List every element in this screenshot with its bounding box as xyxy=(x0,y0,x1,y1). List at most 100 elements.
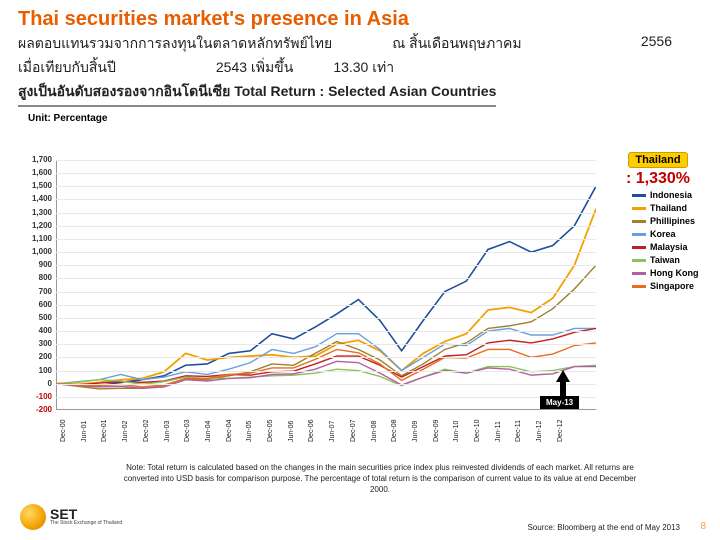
x-tick: Dec-00 xyxy=(60,419,67,442)
gridline xyxy=(56,357,596,358)
thai-subtitle-row1: ผลตอบแทนรวมจากการลงทุนในตลาดหลักทรัพย์ไท… xyxy=(0,31,720,55)
y-tick: 200 xyxy=(20,353,52,361)
thai-r1-a: ผลตอบแทนรวมจากการลงทุนในตลาดหลักทรัพย์ไท… xyxy=(18,33,332,55)
series-korea xyxy=(56,328,596,383)
legend-swatch xyxy=(632,233,646,236)
set-logo-sub: The Stock Exchange of Thailand xyxy=(50,520,122,526)
y-tick: 1,400 xyxy=(20,195,52,203)
legend-label: Phillipines xyxy=(650,216,695,226)
y-tick: 800 xyxy=(20,274,52,282)
gridline xyxy=(56,213,596,214)
legend-label: Indonesia xyxy=(650,190,692,200)
gridline xyxy=(56,160,596,161)
y-tick: 900 xyxy=(20,261,52,269)
x-tick: Jun-01 xyxy=(81,421,88,442)
subtitle-thai: สูงเป็นอันดับสองรองจากอินโดนีเซีย xyxy=(18,83,230,99)
x-tick: Dec-04 xyxy=(226,419,233,442)
unit-label: Unit: Percentage xyxy=(0,107,720,124)
y-tick: 100 xyxy=(20,367,52,375)
gridline xyxy=(56,331,596,332)
source-text: Source: Bloomberg at the end of May 2013 xyxy=(527,523,680,532)
y-tick: 300 xyxy=(20,340,52,348)
x-tick: Jun-09 xyxy=(412,421,419,442)
gridline xyxy=(56,397,596,398)
set-logo: SET The Stock Exchange of Thailand xyxy=(20,504,122,530)
gridline xyxy=(56,344,596,345)
legend-item: Taiwan xyxy=(632,255,702,265)
legend-swatch xyxy=(632,285,646,288)
gridline xyxy=(56,239,596,240)
thai-r2-a: เมื่อเทียบกับสิ้นปี xyxy=(18,57,116,79)
y-tick: 1,600 xyxy=(20,169,52,177)
legend-label: Singapore xyxy=(650,281,694,291)
legend-item: Hong Kong xyxy=(632,268,702,278)
x-tick: Jun-03 xyxy=(164,421,171,442)
x-tick: Jun-06 xyxy=(288,421,295,442)
gridline xyxy=(56,173,596,174)
x-tick: Dec-06 xyxy=(308,419,315,442)
x-tick: Dec-07 xyxy=(350,419,357,442)
gridline xyxy=(56,226,596,227)
x-tick: Dec-11 xyxy=(515,420,522,442)
x-tick: Jun-12 xyxy=(536,421,543,442)
series-layer xyxy=(56,160,596,410)
thai-r2-c: 13.30 เท่า xyxy=(333,57,394,79)
y-tick: 0 xyxy=(20,380,52,388)
gridline xyxy=(56,318,596,319)
legend-label: Malaysia xyxy=(650,242,688,252)
x-tick: Dec-03 xyxy=(184,419,191,442)
gridline xyxy=(56,384,596,385)
x-tick: Jun-07 xyxy=(329,421,336,442)
set-logo-text: SET xyxy=(50,508,122,520)
gridline xyxy=(56,265,596,266)
y-tick: 1,000 xyxy=(20,248,52,256)
x-tick: Dec-05 xyxy=(267,419,274,442)
y-tick: 1,200 xyxy=(20,222,52,230)
gridline xyxy=(56,278,596,279)
legend-item: Indonesia xyxy=(632,190,702,200)
gridline xyxy=(56,199,596,200)
x-tick: Dec-02 xyxy=(143,419,150,442)
legend-item: Singapore xyxy=(632,281,702,291)
set-logo-icon xyxy=(20,504,46,530)
footnote: Note: Total return is calculated based o… xyxy=(120,462,640,495)
legend-label: Korea xyxy=(650,229,676,239)
gridline xyxy=(56,252,596,253)
y-tick: 600 xyxy=(20,301,52,309)
thai-r2-b: 2543 เพิ่มขึ้น xyxy=(216,57,293,79)
legend-swatch xyxy=(632,246,646,249)
x-tick: Dec-09 xyxy=(433,419,440,442)
y-tick: 1,700 xyxy=(20,156,52,164)
x-tick: Jun-02 xyxy=(122,421,129,442)
subtitle-eng: Total Return : Selected Asian Countries xyxy=(234,83,496,99)
y-tick: 1,300 xyxy=(20,209,52,217)
y-tick: -100 xyxy=(20,393,52,401)
x-tick: Jun-10 xyxy=(453,421,460,442)
legend-label: Taiwan xyxy=(650,255,680,265)
x-tick: Dec-12 xyxy=(557,419,564,442)
gridline xyxy=(56,186,596,187)
legend-swatch xyxy=(632,207,646,210)
legend-swatch xyxy=(632,220,646,223)
gridline xyxy=(56,305,596,306)
x-tick: Dec-10 xyxy=(474,419,481,442)
y-tick: -200 xyxy=(20,406,52,414)
x-tick: Jun-05 xyxy=(246,421,253,442)
y-tick: 500 xyxy=(20,314,52,322)
legend: Indonesia Thailand Phillipines Korea Malaysi… xyxy=(632,190,702,294)
x-tick: Dec-01 xyxy=(101,419,108,442)
legend-label: Thailand xyxy=(650,203,687,213)
legend-item: Malaysia xyxy=(632,242,702,252)
gridline xyxy=(56,292,596,293)
page-title: Thai securities market's presence in Asi… xyxy=(0,0,720,31)
legend-item: Phillipines xyxy=(632,216,702,226)
legend-swatch xyxy=(632,194,646,197)
page-number: 8 xyxy=(700,521,706,532)
y-tick: 400 xyxy=(20,327,52,335)
gridline xyxy=(56,371,596,372)
x-tick: Jun-04 xyxy=(205,421,212,442)
x-tick: Jun-08 xyxy=(371,421,378,442)
legend-swatch xyxy=(632,259,646,262)
thai-r1-c: 2556 xyxy=(641,33,672,55)
subtitle-wrap: สูงเป็นอันดับสองรองจากอินโดนีเซีย Total … xyxy=(0,79,720,107)
